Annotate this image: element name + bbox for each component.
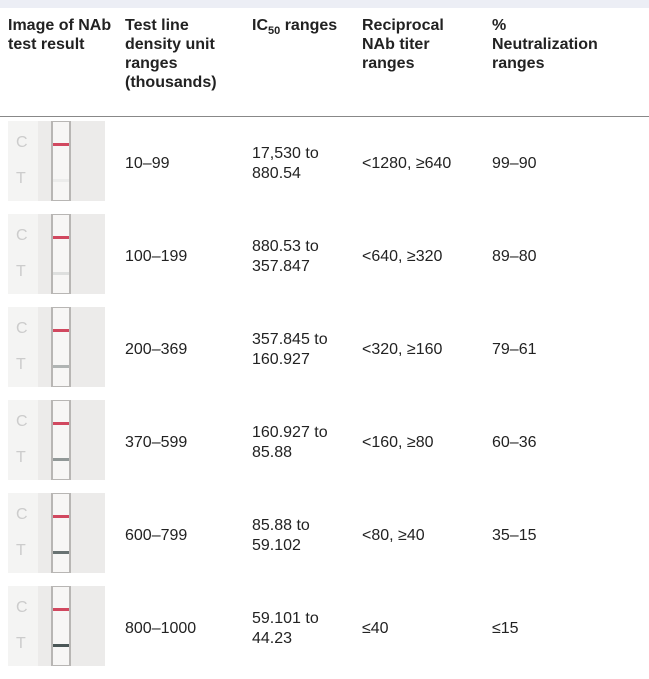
header-cell: % Neutralization ranges <box>484 8 649 117</box>
header-text: ranges <box>280 17 338 34</box>
header-text: IC <box>252 17 268 34</box>
table-cell: 600–799 <box>125 526 188 544</box>
table-cell: 100–199 <box>125 247 188 265</box>
svg-text:T: T <box>16 263 26 280</box>
header-row: Image of NAb test result Test line densi… <box>0 8 649 117</box>
table-cell: 200–369 <box>125 340 188 358</box>
strip-image-cell: C T <box>0 489 117 582</box>
table-body: C T 10–99 17,530 to 880.54 <1280, ≥640 99–9… <box>0 117 649 676</box>
table-cell: ≤15 <box>492 619 519 637</box>
strip-image-cell: C T <box>0 117 117 211</box>
table-cell: 800–1000 <box>125 619 197 637</box>
table-cell: 59.101 to 44.23 <box>252 609 319 647</box>
table-cell: 35–15 <box>492 526 537 544</box>
table-cell: <640, ≥320 <box>362 247 443 265</box>
strip-image-cell: C T <box>0 582 117 675</box>
svg-text:T: T <box>16 635 26 652</box>
svg-text:C: C <box>16 599 28 616</box>
svg-text:T: T <box>16 356 26 373</box>
table-cell: 60–36 <box>492 433 537 451</box>
header-subscript: 50 <box>268 25 281 38</box>
strip-image-cell: C T <box>0 303 117 396</box>
test-strip-image: C T <box>8 584 105 667</box>
test-strip-image: C T <box>8 212 105 295</box>
table-cell: <320, ≥160 <box>362 340 443 358</box>
table-cell: <1280, ≥640 <box>362 154 452 172</box>
test-strip-image: C T <box>8 119 105 202</box>
svg-text:T: T <box>16 449 26 466</box>
table-cell: 357.845 to 160.927 <box>252 330 328 368</box>
svg-text:C: C <box>16 506 28 523</box>
svg-text:C: C <box>16 227 28 244</box>
table-row: C T 200–369 357.845 to 160.927 <320, ≥160 7… <box>0 303 649 396</box>
header-cell: Test line density unit ranges (thousands… <box>117 8 244 117</box>
header-cell: IC50 ranges <box>244 8 354 117</box>
table-cell: 370–599 <box>125 433 188 451</box>
table-cell: 89–80 <box>492 247 537 265</box>
header-cell: Image of NAb test result <box>0 8 117 117</box>
table-cell: <80, ≥40 <box>362 526 425 544</box>
table-cell: 160.927 to 85.88 <box>252 423 328 461</box>
table-cell: ≤40 <box>362 619 389 637</box>
strip-image-cell: C T <box>0 396 117 489</box>
strip-image-cell: C T <box>0 210 117 303</box>
test-strip-image: C T <box>8 491 105 574</box>
table-cell: <160, ≥80 <box>362 433 434 451</box>
svg-text:C: C <box>16 413 28 430</box>
table-cell: 85.88 to 59.102 <box>252 516 310 554</box>
table-row: C T 800–1000 59.101 to 44.23 ≤40 ≤15 <box>0 582 649 675</box>
test-strip-image: C T <box>8 398 105 481</box>
svg-text:C: C <box>16 320 28 337</box>
table-row: C T 10–99 17,530 to 880.54 <1280, ≥640 99–9… <box>0 117 649 211</box>
svg-text:T: T <box>16 170 26 187</box>
table-cell: 99–90 <box>492 154 537 172</box>
table-cell: 10–99 <box>125 154 170 172</box>
table-row: C T 600–799 85.88 to 59.102 <80, ≥40 35–15 <box>0 489 649 582</box>
test-strip-image: C T <box>8 305 105 388</box>
table-row: C T 370–599 160.927 to 85.88 <160, ≥80 60–3… <box>0 396 649 489</box>
table-cell: 79–61 <box>492 340 537 358</box>
results-table: Image of NAb test result Test line densi… <box>0 8 649 675</box>
top-bar <box>0 0 649 8</box>
header-cell: Reciprocal NAb titer ranges <box>354 8 484 117</box>
svg-text:C: C <box>16 134 28 151</box>
table-cell: 17,530 to 880.54 <box>252 144 319 182</box>
svg-text:T: T <box>16 542 26 559</box>
table-row: C T 100–199 880.53 to 357.847 <640, ≥320 89… <box>0 210 649 303</box>
table-cell: 880.53 to 357.847 <box>252 237 319 275</box>
